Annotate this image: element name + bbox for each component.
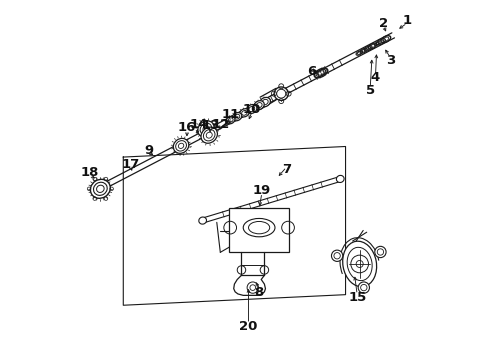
Text: 11: 11 bbox=[222, 108, 240, 121]
Circle shape bbox=[331, 250, 343, 261]
Text: 19: 19 bbox=[253, 184, 271, 197]
Text: 6: 6 bbox=[307, 65, 316, 78]
Ellipse shape bbox=[240, 109, 249, 117]
Ellipse shape bbox=[254, 101, 264, 110]
Text: 16: 16 bbox=[178, 121, 196, 134]
Text: 10: 10 bbox=[243, 103, 261, 116]
Ellipse shape bbox=[246, 104, 257, 113]
Ellipse shape bbox=[201, 127, 218, 143]
Text: 5: 5 bbox=[366, 84, 375, 96]
Text: 9: 9 bbox=[145, 144, 153, 157]
Text: 14: 14 bbox=[189, 118, 208, 131]
Text: 15: 15 bbox=[348, 291, 367, 303]
FancyBboxPatch shape bbox=[229, 208, 290, 252]
Ellipse shape bbox=[173, 138, 189, 153]
Ellipse shape bbox=[232, 113, 242, 121]
Text: 18: 18 bbox=[80, 166, 99, 179]
Circle shape bbox=[375, 246, 386, 258]
Text: 13: 13 bbox=[201, 119, 220, 132]
Ellipse shape bbox=[243, 219, 275, 237]
Text: 12: 12 bbox=[212, 118, 230, 131]
Ellipse shape bbox=[226, 116, 235, 124]
Ellipse shape bbox=[337, 175, 344, 183]
Text: 20: 20 bbox=[239, 320, 258, 333]
Ellipse shape bbox=[260, 98, 270, 107]
Text: 4: 4 bbox=[371, 71, 380, 84]
Ellipse shape bbox=[198, 121, 214, 137]
Text: 8: 8 bbox=[254, 286, 264, 299]
Text: 3: 3 bbox=[386, 54, 395, 67]
Text: 2: 2 bbox=[379, 17, 388, 30]
Ellipse shape bbox=[274, 87, 288, 100]
Circle shape bbox=[358, 282, 369, 293]
Ellipse shape bbox=[91, 179, 110, 198]
Text: 17: 17 bbox=[121, 158, 140, 171]
Ellipse shape bbox=[343, 241, 377, 287]
Ellipse shape bbox=[199, 217, 206, 224]
Text: 1: 1 bbox=[403, 14, 412, 27]
Text: 7: 7 bbox=[282, 163, 291, 176]
